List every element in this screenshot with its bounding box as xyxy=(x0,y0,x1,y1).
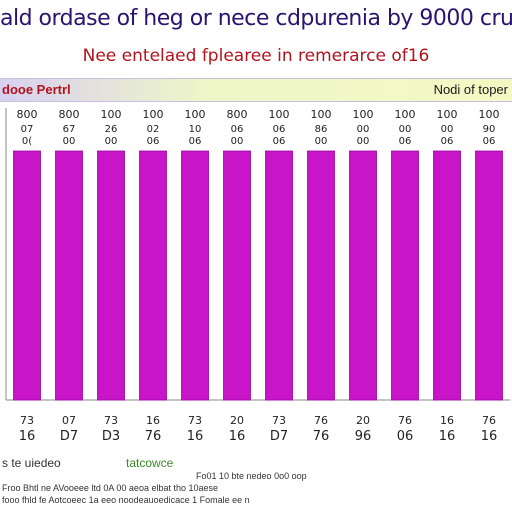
tick-label: D7 xyxy=(270,429,288,444)
data-label-mid: 00 xyxy=(399,124,412,135)
tick-label: 76 xyxy=(313,429,330,444)
band-left-label: dooe Pertrl xyxy=(2,82,71,97)
bar xyxy=(307,150,335,401)
data-label-mid: 67 xyxy=(63,124,76,135)
data-labels-group: 800070(800670010026001000206100100680006… xyxy=(17,108,500,147)
data-label-mid: 06 xyxy=(273,124,286,135)
data-label-top: 100 xyxy=(269,108,290,121)
data-label-mid: 86 xyxy=(315,124,328,135)
data-label-mid: 00 xyxy=(357,124,370,135)
bar xyxy=(475,150,503,401)
tick-label-prefix: 76 xyxy=(314,414,328,427)
data-label-top: 100 xyxy=(185,108,206,121)
bar xyxy=(181,150,209,401)
data-label-low: 0( xyxy=(22,136,32,147)
tick-label-prefix: 73 xyxy=(104,414,118,427)
bar xyxy=(433,150,461,401)
header-band: dooe Pertrl Nodi of toper xyxy=(0,78,512,102)
tick-label: 16 xyxy=(19,429,36,444)
data-label-low: 00 xyxy=(63,136,76,147)
data-label-low: 06 xyxy=(273,136,286,147)
data-label-mid: 00 xyxy=(441,124,454,135)
tick-label-prefix: 20 xyxy=(230,414,244,427)
data-label-low: 00 xyxy=(315,136,328,147)
data-label-low: 06 xyxy=(189,136,202,147)
data-label-low: 06 xyxy=(399,136,412,147)
data-label-top: 100 xyxy=(395,108,416,121)
bar xyxy=(97,150,125,401)
chart-title: ald ordase of heg or nece cdpurenia by 9… xyxy=(0,6,512,31)
legend-entry-right: tatcowce xyxy=(126,456,174,470)
tick-label-prefix: 16 xyxy=(440,414,454,427)
data-label-low: 00 xyxy=(105,136,118,147)
data-label-low: 06 xyxy=(483,136,496,147)
bar xyxy=(55,150,83,401)
data-label-top: 100 xyxy=(479,108,500,121)
data-label-mid: 02 xyxy=(147,124,160,135)
data-label-mid: 90 xyxy=(483,124,496,135)
tick-label-prefix: 07 xyxy=(62,414,76,427)
legend-entry-left: s te uiedeo xyxy=(2,456,61,470)
tick-label-prefix: 73 xyxy=(272,414,286,427)
bar xyxy=(223,150,251,401)
data-label-top: 800 xyxy=(227,108,248,121)
tick-label-prefix: 20 xyxy=(356,414,370,427)
bar xyxy=(13,150,41,401)
tick-label: D3 xyxy=(102,429,120,444)
chart-subtitle: Nee entelaed fplearee in remerarce of16 xyxy=(82,46,430,66)
bar-chart: 800070(800670010026001000206100100680006… xyxy=(5,108,510,444)
data-label-top: 800 xyxy=(59,108,80,121)
data-label-top: 800 xyxy=(17,108,38,121)
data-label-low: 06 xyxy=(441,136,454,147)
data-label-top: 100 xyxy=(311,108,332,121)
data-label-mid: 06 xyxy=(231,124,244,135)
data-label-low: 00 xyxy=(231,136,244,147)
data-label-top: 100 xyxy=(353,108,374,121)
data-label-low: 00 xyxy=(357,136,370,147)
data-label-top: 100 xyxy=(101,108,122,121)
footnote-line: fooo fhld fe Aotcoeec 1a eeo noodeauoedi… xyxy=(2,495,250,505)
tick-labels-group: 73 16 07 D7 73 D3 16 76 73 16 20 16 73 D7 76 76 20 96 76 06… xyxy=(19,414,498,444)
tick-label: 16 xyxy=(481,429,498,444)
data-label-mid: 26 xyxy=(105,124,118,135)
tick-label-prefix: 73 xyxy=(188,414,202,427)
tick-label-prefix: 76 xyxy=(398,414,412,427)
footnote-line: Froo Bhtl ne AVooeee ltd 0A 00 aeoa elba… xyxy=(2,483,219,493)
bar xyxy=(265,150,293,401)
tick-label: 16 xyxy=(439,429,456,444)
band-right-label: Nodi of toper xyxy=(433,82,508,97)
bars-group xyxy=(13,150,503,401)
tick-label: 76 xyxy=(145,429,162,444)
data-label-top: 100 xyxy=(437,108,458,121)
tick-label-prefix: 16 xyxy=(146,414,160,427)
tick-label: D7 xyxy=(60,429,78,444)
data-label-low: 06 xyxy=(147,136,160,147)
footnote-line: Fo01 10 bte nedeo 0o0 oop xyxy=(196,471,307,481)
data-label-top: 100 xyxy=(143,108,164,121)
tick-label: 16 xyxy=(229,429,246,444)
bar xyxy=(349,150,377,401)
tick-label: 16 xyxy=(187,429,204,444)
bar xyxy=(391,150,419,401)
tick-label-prefix: 73 xyxy=(20,414,34,427)
plot-axes xyxy=(5,108,510,401)
data-label-mid: 07 xyxy=(21,124,34,135)
data-label-mid: 10 xyxy=(189,124,202,135)
tick-label-prefix: 76 xyxy=(482,414,496,427)
tick-label: 06 xyxy=(397,429,414,444)
bar xyxy=(139,150,167,401)
tick-label: 96 xyxy=(355,429,372,444)
